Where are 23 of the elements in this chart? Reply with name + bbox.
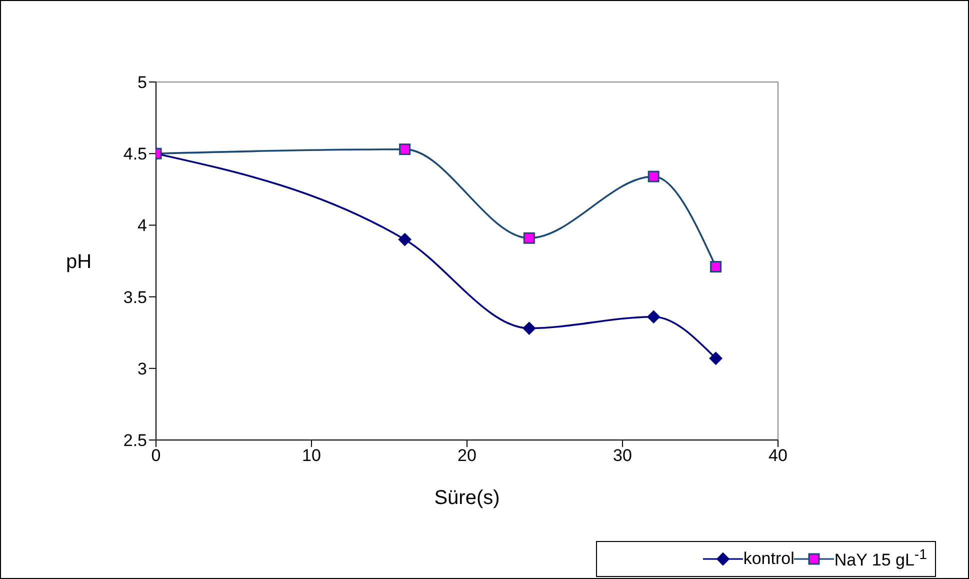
y-tick-label: 3 <box>138 359 147 378</box>
x-tick-label: 10 <box>302 446 321 466</box>
x-tick-label: 30 <box>613 446 632 466</box>
point <box>648 170 660 182</box>
point <box>398 233 412 246</box>
point <box>709 352 722 365</box>
legend-label: NaY 15 gL$^{-1}$ <box>834 547 927 571</box>
y-tick-label: 3.5 <box>123 288 147 307</box>
x-tick-label: 0 <box>151 446 161 466</box>
x-axis-title: Süre(s) <box>434 487 500 510</box>
legend-label: kontrol <box>743 549 794 569</box>
y-tick-label: 4.5 <box>123 144 147 164</box>
point <box>399 144 411 156</box>
y-tick-label: 5 <box>138 73 147 92</box>
point <box>523 232 535 244</box>
point <box>647 310 660 324</box>
y-tick-label: 2.5 <box>123 431 147 450</box>
x-tick-label: 20 <box>458 446 476 466</box>
y-tick-label: 4 <box>138 216 147 236</box>
point <box>522 322 536 335</box>
y-axis-title: pH <box>66 251 92 274</box>
point <box>710 260 722 272</box>
x-tick-label: 40 <box>768 446 788 466</box>
